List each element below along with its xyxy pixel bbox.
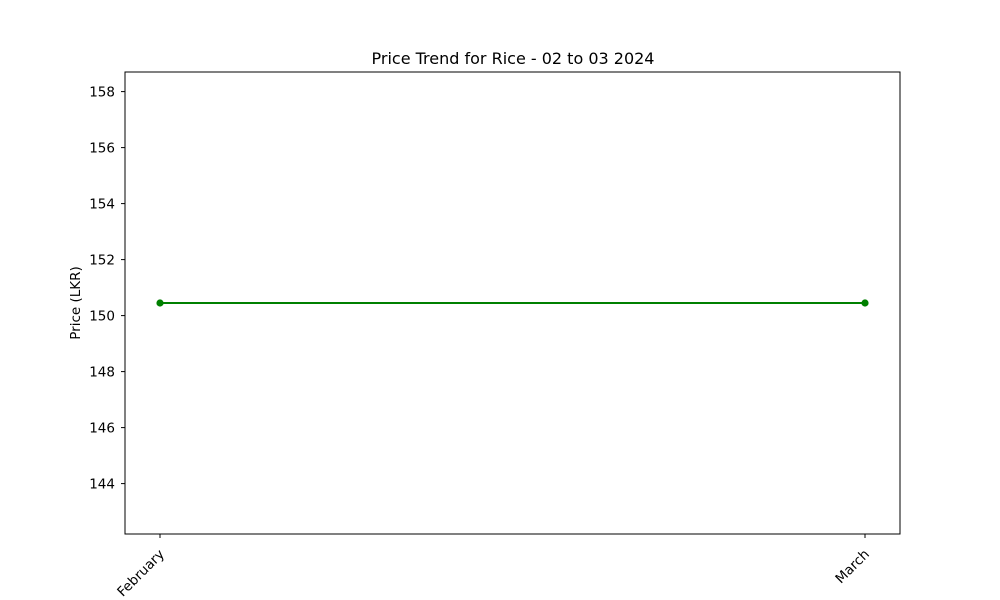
- chart-title: Price Trend for Rice - 02 to 03 2024: [372, 49, 655, 68]
- y-tick-label: 152: [89, 253, 115, 269]
- y-tick-label: 144: [89, 477, 115, 493]
- x-tick-label: March: [832, 547, 872, 587]
- y-tick-label: 148: [89, 365, 115, 381]
- data-point: [156, 299, 164, 307]
- data-point: [861, 299, 869, 307]
- x-axis: February March: [114, 534, 873, 600]
- y-tick-label: 154: [89, 197, 115, 213]
- plot-frame: [124, 71, 901, 535]
- series-layer: [156, 299, 869, 307]
- x-tick-label: February: [114, 547, 168, 600]
- y-axis: 144 146 148 150 152 154 156 158: [89, 85, 125, 493]
- y-tick-label: 158: [89, 85, 115, 101]
- y-tick-label: 156: [89, 141, 115, 157]
- y-tick-label: 150: [89, 309, 115, 325]
- y-tick-label: 146: [89, 421, 115, 437]
- y-axis-label: Price (LKR): [68, 266, 84, 340]
